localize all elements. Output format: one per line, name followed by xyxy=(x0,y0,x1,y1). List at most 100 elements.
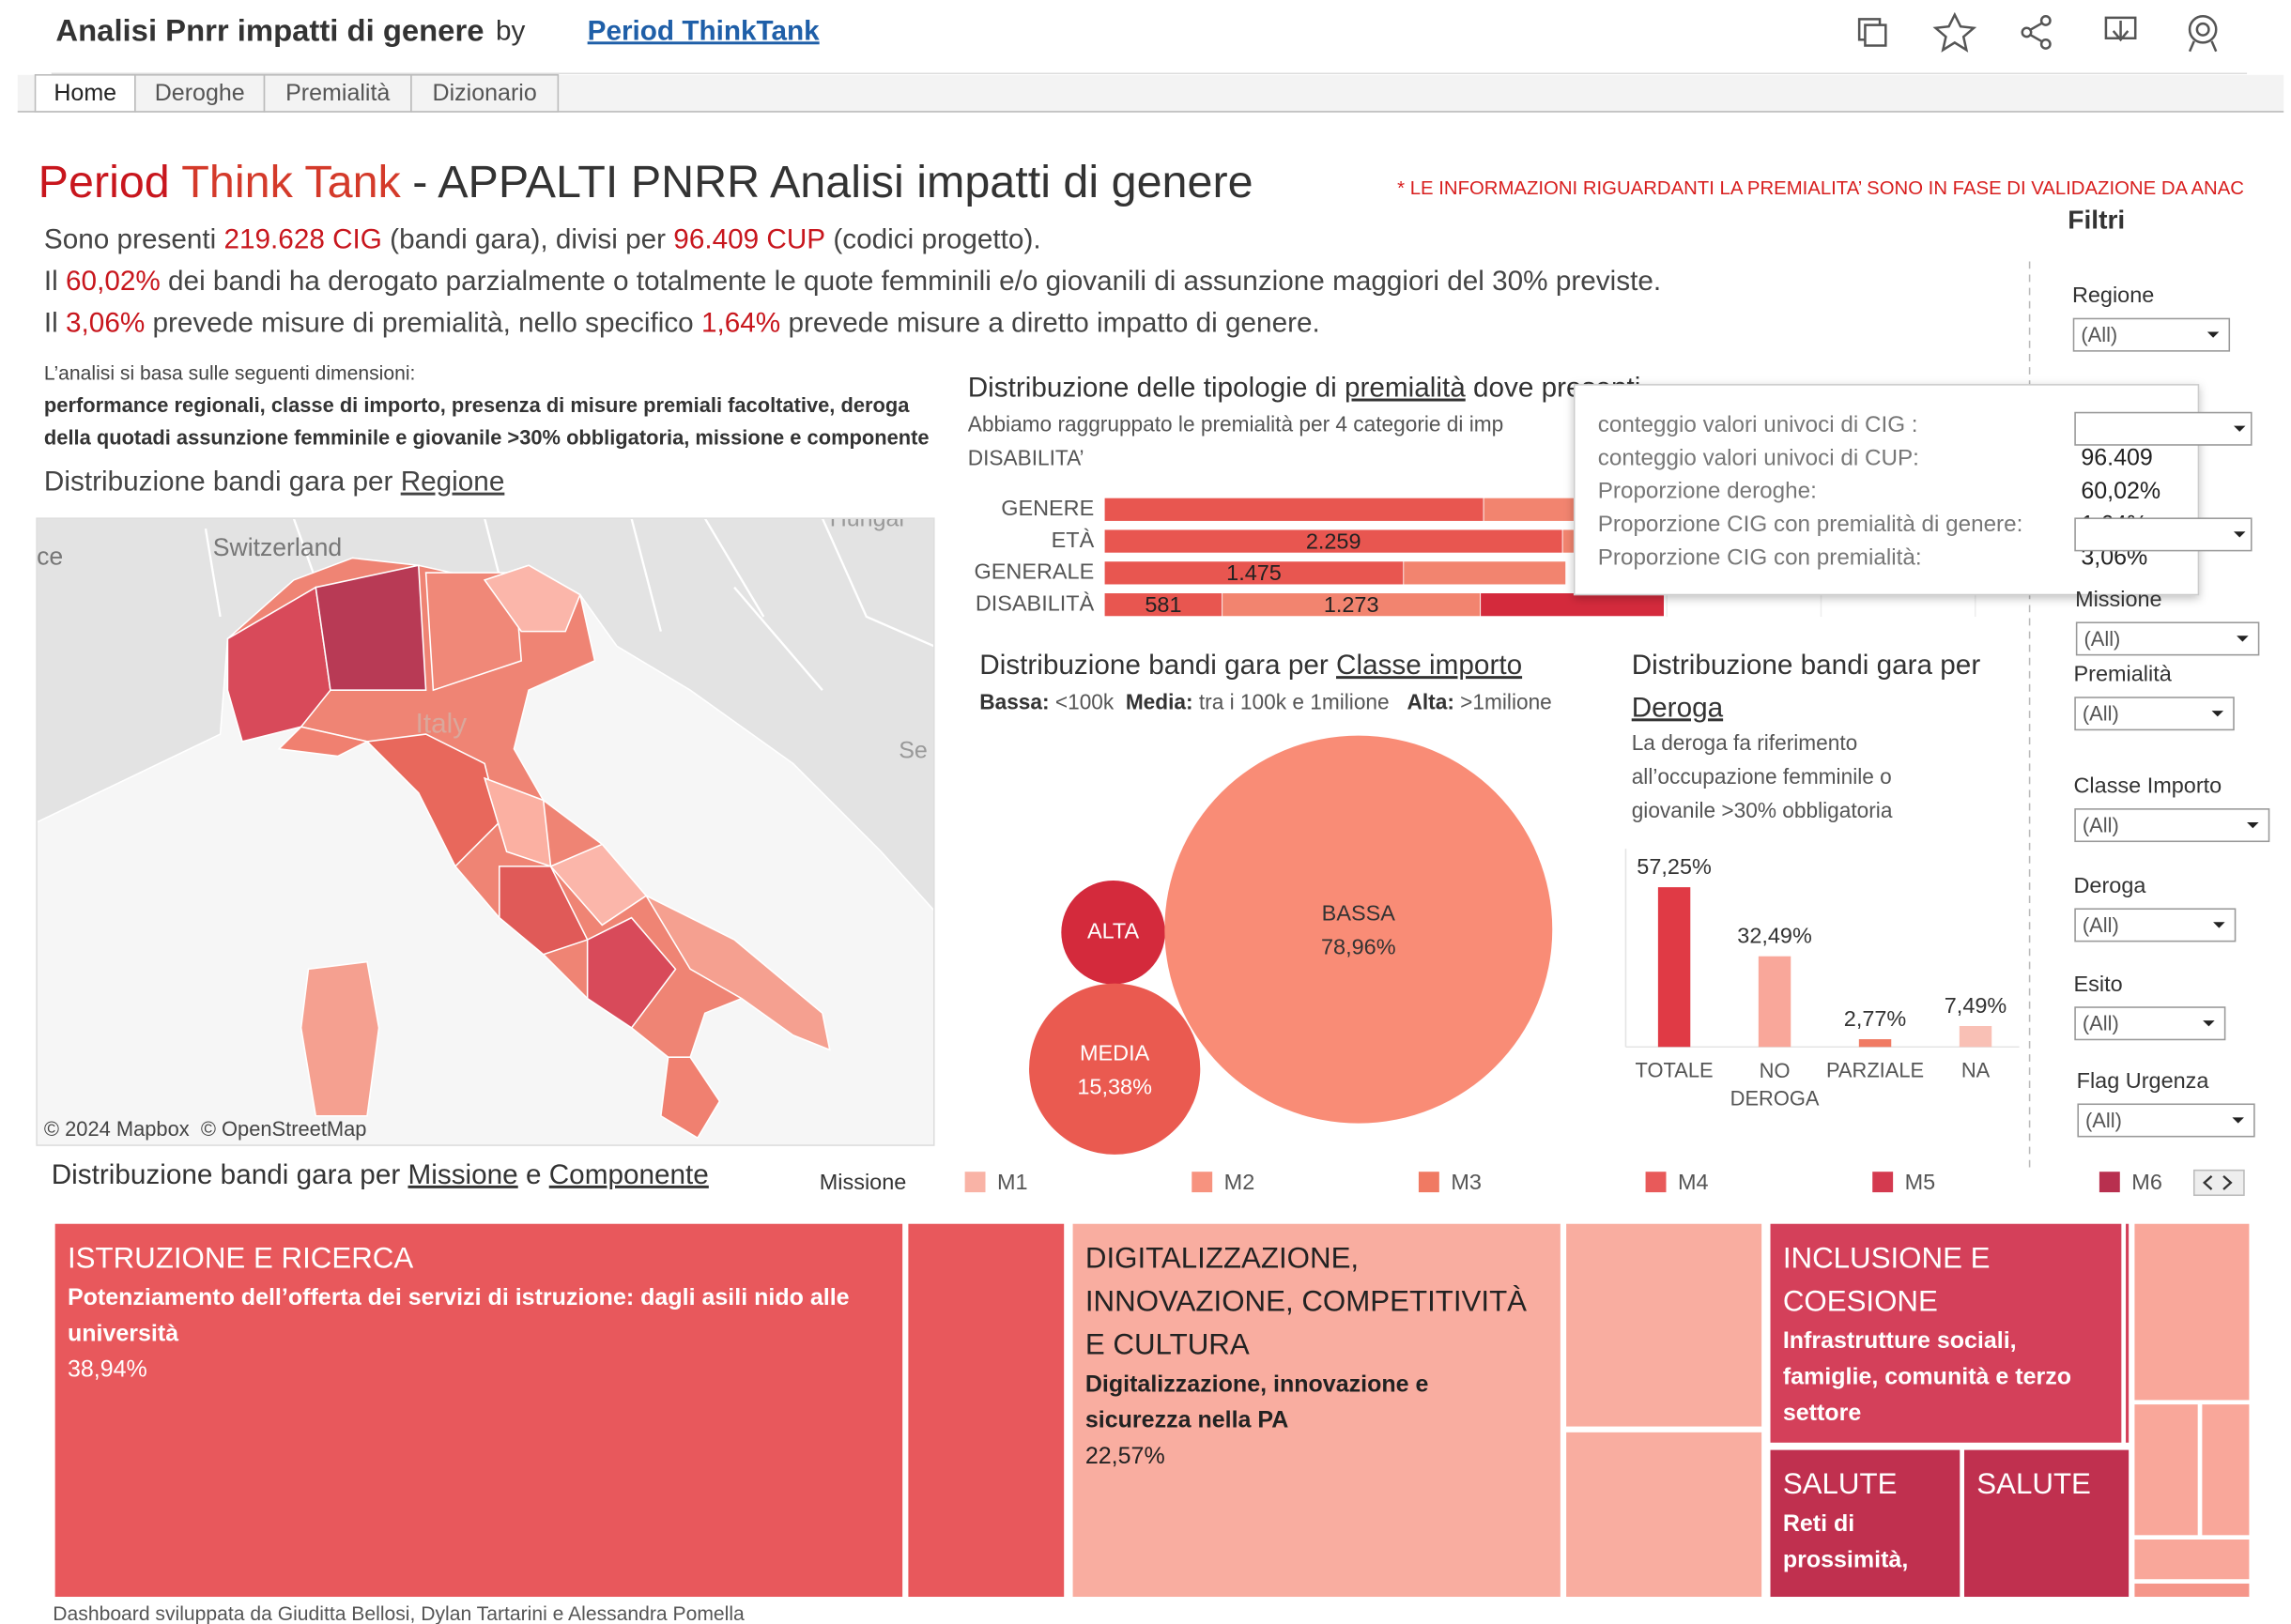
classe-bubble xyxy=(1164,735,1553,1124)
tile-subtitle: prossimità, xyxy=(1783,1546,1908,1572)
treemap-title-part: Componente xyxy=(549,1159,709,1190)
tile-subtitle: Infrastrutture sociali, xyxy=(1783,1327,2017,1354)
tab-label[interactable]: Dizionario xyxy=(433,80,537,106)
premialita-category: ETÀ xyxy=(1052,528,1095,552)
legend-swatch xyxy=(1872,1172,1894,1193)
classe-bubble xyxy=(1029,983,1201,1155)
dimension-line: della quotadi assunzione femminile e gio… xyxy=(44,425,930,449)
filter-dropdown[interactable] xyxy=(2074,411,2253,446)
premialita-title-part: Distribuzione delle tipologie di xyxy=(968,372,1345,403)
treemap-tile xyxy=(1768,1448,1961,1599)
filter-dropdown[interactable] xyxy=(2074,808,2270,843)
classe-title-part: Classe importo xyxy=(1336,650,1522,681)
filter-value[interactable]: (All) xyxy=(2083,1012,2119,1035)
summary-line-part: Il xyxy=(44,308,66,339)
premialita-category: GENERALE xyxy=(975,559,1095,584)
filter-dropdown[interactable] xyxy=(2074,517,2253,552)
summary-line-part: 1,64% xyxy=(701,308,780,339)
legend-swatch xyxy=(1418,1172,1439,1193)
tab[interactable] xyxy=(263,74,412,113)
filter-value[interactable]: (All) xyxy=(2083,702,2119,726)
legend-swatch xyxy=(1192,1172,1213,1193)
icon-copy-back[interactable] xyxy=(1864,23,1887,47)
tile-subtitle: sicurezza nella PA xyxy=(1085,1407,1288,1433)
deroga-category: TOTALE xyxy=(1636,1059,1714,1082)
premialita-value-label: 1.273 xyxy=(1324,592,1379,617)
filter-label: Regione xyxy=(2072,283,2154,307)
filter-arrow[interactable] xyxy=(2234,425,2246,432)
summary-line-part: Il xyxy=(44,266,66,297)
icon-badge[interactable] xyxy=(2188,15,2218,53)
map-label: Italy xyxy=(416,709,468,740)
treemap-tile xyxy=(1962,1448,2130,1599)
filter-arrow[interactable] xyxy=(2206,331,2220,338)
filter-arrow[interactable] xyxy=(2211,711,2224,717)
filter-dropdown[interactable] xyxy=(2075,621,2260,656)
map-label: Switzerland xyxy=(213,533,342,561)
tile-title: E CULTURA xyxy=(1085,1328,1250,1361)
map-title: Distribuzione bandi gara per Regione xyxy=(44,466,504,497)
premialita-title-part: premialità xyxy=(1345,372,1466,403)
icon-share[interactable] xyxy=(2021,15,2052,50)
filter-arrow[interactable] xyxy=(2247,821,2259,829)
tab-label[interactable]: Deroghe xyxy=(155,80,245,106)
filter-arrow[interactable] xyxy=(2237,636,2249,642)
tooltip-label: Proporzione CIG con premialità: xyxy=(1598,544,1922,570)
filter-arrow[interactable] xyxy=(2213,922,2225,928)
legend-scroll-arrows[interactable] xyxy=(2202,1175,2233,1190)
tile-subtitle: Reti di xyxy=(1783,1510,1854,1537)
classe-title-part: Distribuzione bandi gara per xyxy=(979,650,1336,681)
filter-dropdown[interactable] xyxy=(2074,1006,2226,1041)
premialita-bar xyxy=(1222,592,1482,618)
map-region xyxy=(644,894,831,1051)
map-region xyxy=(499,866,589,956)
filter-value[interactable]: (All) xyxy=(2083,627,2120,651)
tile-subtitle: famiglie, comunità e terzo xyxy=(1783,1364,2071,1390)
summary-line-part: prevede misure a diretto impatto di gene… xyxy=(780,308,1320,339)
classe-category: MEDIA xyxy=(1080,1040,1150,1065)
tile-title: INNOVAZIONE, COMPETITIVITÀ xyxy=(1085,1284,1527,1317)
treemap-tile xyxy=(2132,1582,2251,1599)
tab[interactable] xyxy=(410,74,560,113)
tile-value-label: 38,94% xyxy=(68,1356,147,1383)
summary-line-part: 60,02% xyxy=(66,266,161,297)
filter-dropdown[interactable] xyxy=(2074,697,2235,731)
premialita-subtitle: DISABILITA’ xyxy=(968,446,1084,470)
deroga-value-label: 2,77% xyxy=(1844,1006,1907,1031)
filter-value[interactable]: (All) xyxy=(2081,323,2117,346)
dashboard-title-part: Period xyxy=(38,157,170,207)
author-link[interactable]: Period ThinkTank xyxy=(588,15,820,46)
tab[interactable] xyxy=(134,74,266,113)
deroga-category: PARZIALE xyxy=(1826,1059,1924,1082)
premialita-bar xyxy=(1103,592,1223,618)
legend-label: M1 xyxy=(997,1170,1028,1194)
filter-arrow[interactable] xyxy=(2234,531,2246,538)
map: Switzerland Italy Hungar ce Se xyxy=(37,518,934,1146)
filter-dropdown[interactable] xyxy=(2072,317,2231,352)
deroga-bar xyxy=(1959,1025,1992,1048)
icon-download[interactable] xyxy=(2104,16,2137,42)
filter-value[interactable]: (All) xyxy=(2083,913,2119,937)
tile-subtitle: settore xyxy=(1783,1400,1862,1426)
icon-favorite[interactable] xyxy=(1932,11,1977,53)
filter-dropdown[interactable] xyxy=(2077,1103,2255,1138)
classe-legend-part: tra i 100k e 1milione xyxy=(1193,689,1407,713)
filter-value[interactable]: (All) xyxy=(2083,813,2119,836)
summary-line-part: 3,06% xyxy=(66,308,145,339)
legend-swatch xyxy=(1645,1172,1667,1193)
map-label: Se xyxy=(899,737,928,763)
filters-title: Filtri xyxy=(2068,206,2125,235)
tile-title: DIGITALIZZAZIONE, xyxy=(1085,1241,1359,1274)
premialita-title: Distribuzione delle tipologie di premial… xyxy=(968,372,1641,403)
filter-value[interactable]: (All) xyxy=(2085,1109,2122,1132)
tooltip-label: conteggio valori univoci di CIG : xyxy=(1598,412,1918,437)
filter-arrow[interactable] xyxy=(2203,1020,2215,1027)
tab[interactable] xyxy=(34,74,136,113)
summary-line-part: 96.409 CUP xyxy=(673,223,825,254)
legend-scroll[interactable] xyxy=(2192,1169,2245,1197)
tab-label[interactable]: Premialità xyxy=(285,80,390,106)
tab-label[interactable]: Home xyxy=(54,80,116,106)
filter-arrow[interactable] xyxy=(2232,1117,2244,1124)
deroga-description: La deroga fa riferimento xyxy=(1632,730,1858,755)
filter-dropdown[interactable] xyxy=(2074,908,2237,942)
